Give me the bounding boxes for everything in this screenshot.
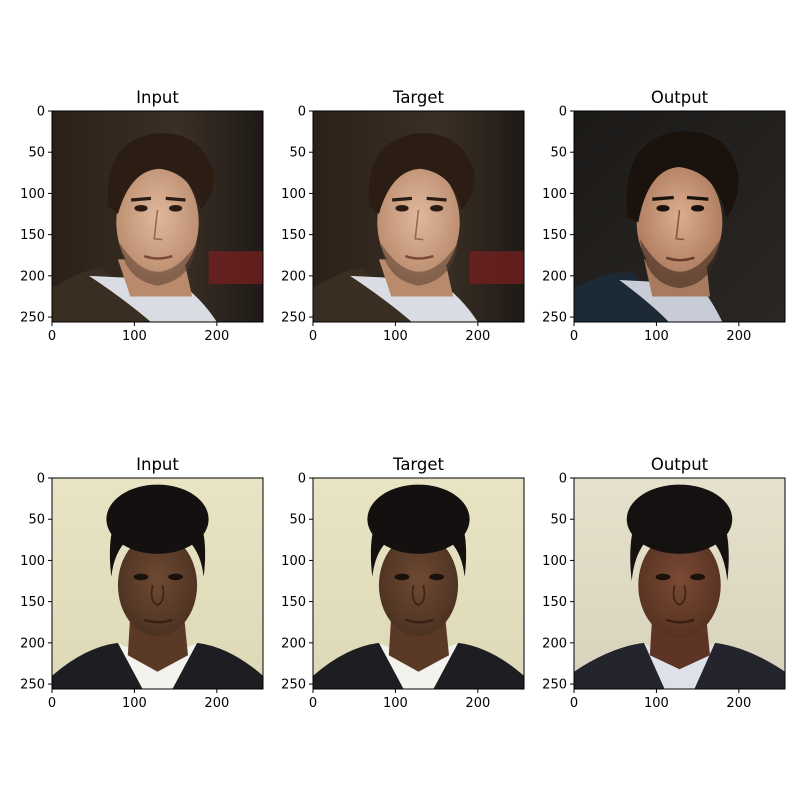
y-tick-label: 100	[20, 554, 45, 569]
y-tick-label: 250	[281, 678, 306, 693]
y-tick-label: 250	[281, 311, 306, 326]
panel-title: Input	[136, 88, 179, 107]
y-tick-label: 150	[542, 228, 567, 243]
y-tick-label: 50	[550, 513, 567, 528]
y-tick-label: 100	[542, 187, 567, 202]
axes-frame	[573, 110, 786, 323]
image-panel: Input 0 100 200 0 50 100 150 200 250	[20, 88, 264, 344]
x-tick-label: 200	[726, 329, 751, 344]
y-tick-label: 100	[281, 187, 306, 202]
x-tick-label: 200	[726, 696, 751, 711]
panel-title: Target	[392, 88, 445, 107]
y-tick-label: 50	[28, 513, 45, 528]
portrait-image	[52, 478, 263, 689]
x-tick-label: 200	[204, 696, 229, 711]
panel-title: Output	[651, 455, 709, 474]
y-tick-label: 100	[20, 187, 45, 202]
y-tick-label: 100	[542, 554, 567, 569]
y-tick-label: 150	[20, 595, 45, 610]
y-tick-label: 250	[542, 678, 567, 693]
x-tick-label: 100	[644, 696, 669, 711]
axes-frame	[51, 110, 264, 323]
x-tick-label: 0	[309, 696, 317, 711]
portrait-image	[313, 478, 524, 689]
x-tick-label: 0	[309, 329, 317, 344]
x-tick-label: 200	[465, 696, 490, 711]
y-tick-label: 150	[20, 228, 45, 243]
x-tick-label: 100	[122, 329, 147, 344]
image-panel: Target 0 100 200 0 50 100 150 200 250	[281, 88, 525, 344]
y-tick-label: 150	[281, 228, 306, 243]
x-tick-label: 0	[570, 329, 578, 344]
portrait-image	[52, 111, 263, 322]
x-tick-label: 200	[465, 329, 490, 344]
x-tick-label: 100	[383, 329, 408, 344]
portrait-image	[574, 111, 785, 322]
y-tick-label: 0	[37, 105, 45, 120]
x-tick-label: 100	[122, 696, 147, 711]
y-tick-label: 0	[298, 105, 306, 120]
y-tick-label: 200	[542, 636, 567, 651]
axes-frame	[573, 477, 786, 690]
x-tick-label: 0	[48, 329, 56, 344]
y-tick-label: 150	[542, 595, 567, 610]
panel-title: Input	[136, 455, 179, 474]
y-tick-label: 100	[281, 554, 306, 569]
x-tick-label: 200	[204, 329, 229, 344]
y-tick-label: 250	[20, 678, 45, 693]
y-tick-label: 50	[550, 146, 567, 161]
y-tick-label: 50	[289, 146, 306, 161]
y-tick-label: 50	[28, 146, 45, 161]
panel-title: Target	[392, 455, 445, 474]
y-tick-label: 0	[559, 472, 567, 487]
axes-frame	[312, 477, 525, 690]
image-panel: Output 0 100 200 0 50 100 150 200 250	[542, 88, 786, 344]
y-tick-label: 200	[542, 269, 567, 284]
y-tick-label: 0	[559, 105, 567, 120]
y-tick-label: 200	[20, 269, 45, 284]
x-tick-label: 100	[644, 329, 669, 344]
portrait-image	[313, 111, 524, 322]
y-tick-label: 0	[37, 472, 45, 487]
y-tick-label: 0	[298, 472, 306, 487]
x-tick-label: 0	[48, 696, 56, 711]
y-tick-label: 200	[281, 636, 306, 651]
y-tick-label: 250	[20, 311, 45, 326]
y-tick-label: 50	[289, 513, 306, 528]
portrait-image	[574, 478, 785, 689]
panel-grid: Input 0 100 200 0 50 100 150 200 250 Target 0 100 200…	[20, 88, 786, 711]
y-tick-label: 150	[281, 595, 306, 610]
image-panel: Output 0 100 200 0 50 100 150 200 250	[542, 455, 786, 711]
axes-frame	[51, 477, 264, 690]
x-tick-label: 100	[383, 696, 408, 711]
panel-title: Output	[651, 88, 709, 107]
axes-frame	[312, 110, 525, 323]
image-panel: Target 0 100 200 0 50 100 150 200 250	[281, 455, 525, 711]
y-tick-label: 200	[20, 636, 45, 651]
y-tick-label: 200	[281, 269, 306, 284]
x-tick-label: 0	[570, 696, 578, 711]
image-panel: Input 0 100 200 0 50 100 150 200 250	[20, 455, 264, 711]
y-tick-label: 250	[542, 311, 567, 326]
